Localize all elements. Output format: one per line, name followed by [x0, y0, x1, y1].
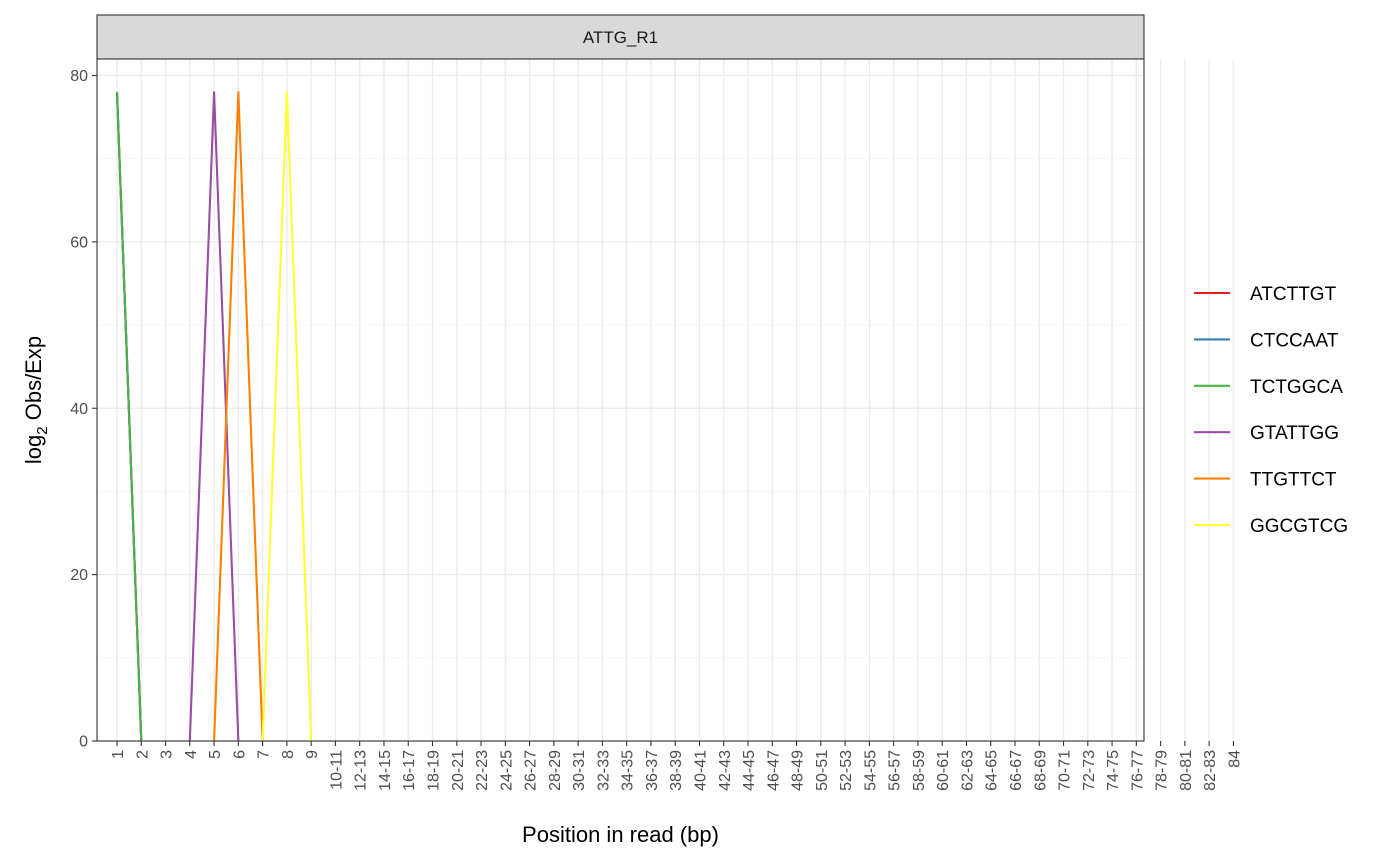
y-tick-label: 20	[70, 567, 88, 584]
x-tick-label: 74-75	[1105, 750, 1122, 791]
x-tick-label: 5	[207, 750, 224, 759]
x-tick-label: 54-55	[862, 750, 879, 791]
x-tick-label: 72-73	[1081, 750, 1098, 791]
x-tick-label: 8	[280, 750, 297, 759]
x-tick-label: 50-51	[814, 750, 831, 791]
x-tick-label: 28-29	[547, 750, 564, 791]
x-tick-label: 62-63	[959, 750, 976, 791]
y-tick-label: 60	[70, 234, 88, 251]
facet-strip-label: ATTG_R1	[583, 28, 658, 47]
y-tick-label: 40	[70, 401, 88, 418]
x-tick-label: 48-49	[790, 750, 807, 791]
x-tick-label: 32-33	[595, 750, 612, 791]
x-tick-label: 46-47	[765, 750, 782, 791]
x-tick-label: 6	[231, 750, 248, 759]
series-line-GTATTGG	[188, 91, 240, 742]
x-axis-title: Position in read (bp)	[522, 822, 719, 847]
y-axis-title-rest: Obs/Exp	[21, 336, 46, 426]
x-tick-label: 66-67	[1008, 750, 1025, 791]
y-tick-label: 0	[79, 734, 88, 751]
x-tick-label: 9	[304, 750, 321, 759]
x-tick-label: 38-39	[668, 750, 685, 791]
x-tick-label: 52-53	[838, 750, 855, 791]
x-tick-label: 16-17	[401, 750, 418, 791]
x-tick-label: 56-57	[887, 750, 904, 791]
y-axis-title-main: log	[21, 435, 46, 464]
legend-label-GGCGTCG: GGCGTCG	[1250, 516, 1348, 537]
x-tick-label: 40-41	[692, 750, 709, 791]
x-tick-label: 60-61	[935, 750, 952, 791]
x-axis: 1 2 3 4 5 6 7 8 9 10-11 12-13 14-15 16-17 18-19 20-21 2…	[110, 741, 1243, 791]
y-axis-title: log2 Obs/Exp	[21, 336, 51, 464]
y-tick-label: 80	[70, 68, 88, 85]
series-lines	[115, 91, 313, 742]
x-tick-label: 10-11	[328, 750, 345, 790]
legend-label-TCTGGCA: TCTGGCA	[1250, 377, 1343, 398]
x-tick-label: 26-27	[523, 750, 540, 791]
legend-label-ATCTTGT: ATCTTGT	[1250, 284, 1337, 305]
x-tick-label: 7	[256, 750, 273, 759]
x-tick-label: 68-69	[1032, 750, 1049, 791]
x-tick-label: 44-45	[741, 750, 758, 791]
x-tick-label: 84	[1226, 750, 1243, 768]
x-tick-label: 76-77	[1129, 750, 1146, 791]
legend-label-TTGTTCT: TTGTTCT	[1250, 470, 1337, 491]
plot-panel	[97, 59, 1144, 741]
x-tick-label: 2	[134, 750, 151, 759]
x-tick-label: 14-15	[377, 750, 394, 791]
x-tick-label: 24-25	[498, 750, 515, 791]
x-tick-label: 36-37	[644, 750, 661, 791]
series-line-GGCGTCG	[261, 91, 313, 742]
x-tick-label: 82-83	[1202, 750, 1219, 791]
x-tick-label: 18-19	[426, 750, 443, 791]
legend-label-CTCCAAT: CTCCAAT	[1250, 330, 1339, 351]
series-line-TCTGGCA	[115, 92, 143, 742]
x-tick-label: 1	[110, 750, 127, 759]
x-tick-label: 20-21	[450, 750, 467, 791]
legend: ATCTTGT CTCCAAT TCTGGCA GTATTGG TTGTTCT GGCGT…	[1194, 284, 1348, 537]
x-tick-label: 70-71	[1057, 750, 1074, 791]
x-tick-label: 58-59	[911, 750, 928, 791]
x-tick-label: 30-31	[571, 750, 588, 791]
plot-panel-border	[96, 58, 1145, 742]
x-tick-label: 42-43	[717, 750, 734, 791]
y-axis: 0 20 40 60 80	[70, 68, 97, 751]
x-tick-label: 12-13	[353, 750, 370, 791]
x-tick-label: 22-23	[474, 750, 491, 791]
x-tick-label: 3	[159, 750, 176, 759]
x-tick-label: 4	[183, 750, 200, 759]
x-tick-label: 80-81	[1178, 750, 1195, 791]
legend-label-GTATTGG: GTATTGG	[1250, 423, 1339, 444]
facet-strip	[96, 14, 1145, 60]
x-tick-label: 64-65	[984, 750, 1001, 791]
series-line-TTGTTCT	[213, 91, 264, 742]
x-tick-label: 34-35	[620, 750, 637, 791]
x-tick-label: 78-79	[1154, 750, 1171, 791]
y-axis-title-subscript: 2	[34, 426, 51, 434]
